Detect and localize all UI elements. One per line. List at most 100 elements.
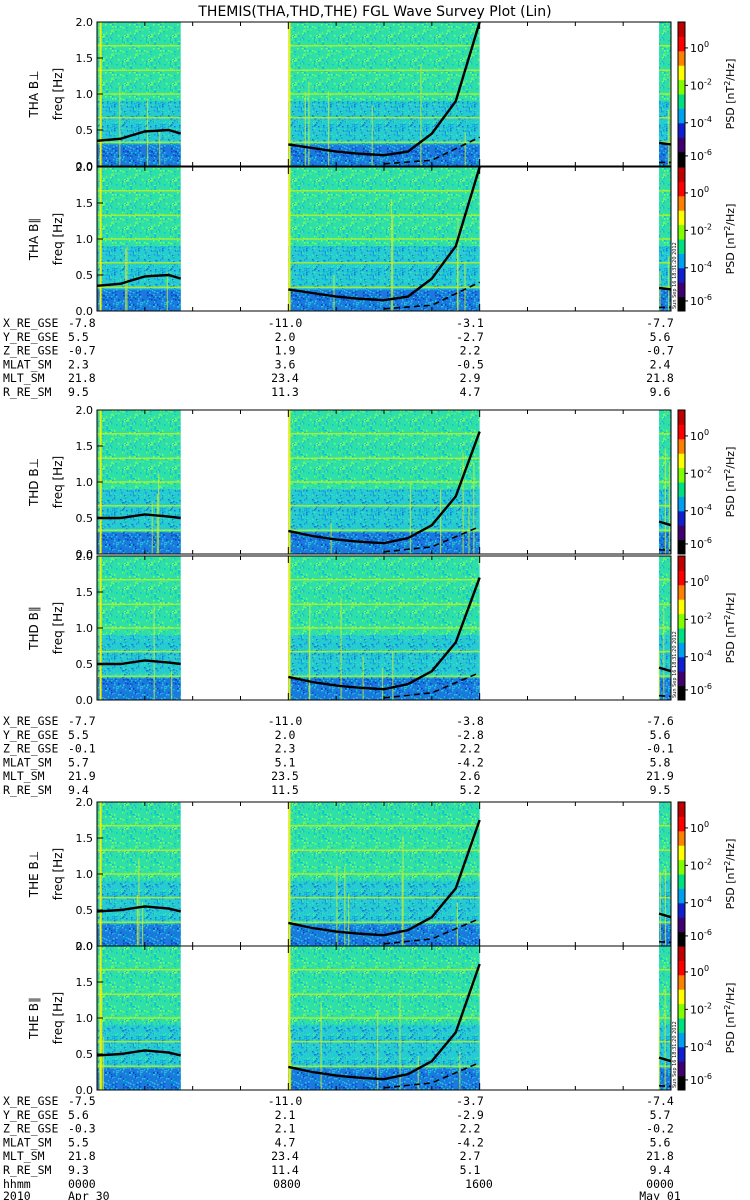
ephemeris-value: -11.0 <box>268 714 303 728</box>
colorbar-swatch <box>678 79 685 95</box>
ephemeris-value: -3.1 <box>456 316 484 330</box>
y-tick-label: 2.0 <box>76 404 94 417</box>
gyrofrequency-curve <box>658 520 672 527</box>
colorbar-tick-label: 10-6 <box>690 293 712 308</box>
panel-axes: 0.0 0.5 1.0 1.5 2.0 THD B∥ freq [Hz] <box>27 550 672 707</box>
colorbar-swatch <box>678 685 685 701</box>
y-tick-label: 1.0 <box>76 476 94 489</box>
spectrogram-mid-band <box>659 101 671 166</box>
y-tick-label: 0.5 <box>76 904 94 917</box>
panel-axes: 0.0 0.5 1.0 1.5 2.0 THD B⊥ freq [Hz] <box>27 404 672 561</box>
ephemeris-row-label: MLAT_SM <box>3 755 52 769</box>
colorbar-frame <box>677 945 686 1091</box>
colorbar-swatch <box>678 946 685 961</box>
ephemeris-value: -11.0 <box>268 316 303 330</box>
colorbar-swatch <box>678 1075 685 1091</box>
colorbar-swatch <box>678 108 685 124</box>
helium-gyrofrequency-curve <box>383 671 480 699</box>
colorbar-swatch <box>678 960 685 976</box>
panel-axes: 0.0 0.5 1.0 1.5 2.0 THE B∥ freq [Hz] <box>27 940 672 1097</box>
ephemeris-value: 5.5 <box>68 1135 89 1149</box>
colorbar-swatch <box>678 424 685 440</box>
y-tick-label: 1.0 <box>76 1012 94 1025</box>
ephemeris-row-label: X_RE_GSE <box>3 1094 58 1108</box>
y-tick-label: 0.0 <box>76 548 94 561</box>
panel-freq-label: freq [Hz] <box>51 992 65 1044</box>
helium-gyrofrequency-curve <box>658 940 672 944</box>
colorbar-tick-label: 100 <box>690 964 709 979</box>
y-tick-label: 1.5 <box>76 832 94 845</box>
helium-gyrofrequency-curve <box>383 281 481 310</box>
ephemeris-row-label: Z_RE_GSE <box>3 344 58 358</box>
helium-gyrofrequency-curve <box>383 1061 480 1089</box>
ephemeris-row-label: X_RE_GSE <box>3 714 58 728</box>
ephemeris-value: 5.7 <box>68 755 89 769</box>
colorbar-tick-label: 100 <box>690 428 709 443</box>
ephemeris-value: -7.7 <box>68 714 96 728</box>
spectrogram-panel <box>96 166 672 311</box>
spectrogram-low-band <box>97 1068 181 1090</box>
ephemeris-value: 5.2 <box>460 783 481 797</box>
colorbar-frame <box>677 555 686 701</box>
ephemeris-value: 23.5 <box>271 769 299 783</box>
y-tick-label: 1.0 <box>76 868 94 881</box>
colorbar-swatch <box>678 931 685 947</box>
colorbar-swatch <box>678 496 685 512</box>
y-tick-label: 1.5 <box>76 586 94 599</box>
chart-title: THEMIS(THA,THD,THE) FGL Wave Survey Plot… <box>197 4 551 20</box>
colorbar-swatch <box>678 438 685 454</box>
panel-probe-label: THA B∥ <box>27 218 41 262</box>
colorbar-tick-label: 10-2 <box>690 857 712 872</box>
y-tick-label: 2.0 <box>76 796 94 809</box>
ephemeris-value: -0.2 <box>646 1122 674 1136</box>
y-tick-label: 1.5 <box>76 440 94 453</box>
colorbar-swatch <box>678 65 685 81</box>
ephemeris-row-label: MLAT_SM <box>3 357 52 371</box>
colorbar: 100 10-2 10-4 10-6 PSD [nT2/Hz] Sun Sep 16 18… <box>672 166 737 312</box>
ephemeris-value: 2.1 <box>275 1108 296 1122</box>
ephemeris-value: 2.3 <box>68 357 89 371</box>
colorbar-tick-label: 10-6 <box>690 928 712 943</box>
ephemeris-value: 2.2 <box>460 344 481 358</box>
colorbar-swatch <box>678 859 685 875</box>
y-tick-label: 1.0 <box>76 233 94 246</box>
colorbar-swatch <box>678 974 685 990</box>
ephemeris-value: 2.2 <box>460 742 481 756</box>
ephemeris-value: -2.8 <box>456 728 484 742</box>
colorbar-tick-label: 10-2 <box>690 465 712 480</box>
colorbar-swatch <box>678 50 685 66</box>
ephemeris-value: -3.7 <box>456 1094 484 1108</box>
spectrogram-panel <box>96 556 672 700</box>
colorbar-tick-label: 10-2 <box>690 1001 712 1016</box>
ephemeris-table: X_RE_GSE -7.7 -11.0 -3.8 -7.6 Y_RE_GSE 5.5 2.0 -… <box>3 714 674 797</box>
gyrofrequency-curve <box>288 431 481 545</box>
colorbar-swatch <box>678 296 685 312</box>
ephemeris-value: 21.8 <box>68 1149 96 1163</box>
spectrogram-low-band <box>97 532 181 554</box>
helium-gyrofrequency-curve <box>658 1084 672 1088</box>
panel-probe-label: THE B∥ <box>27 997 41 1040</box>
colorbar-tick-label: 10-6 <box>690 682 712 697</box>
ephemeris-table: X_RE_GSE -7.5 -11.0 -3.7 -7.4 Y_RE_GSE 5.6 2.1 -… <box>3 1094 674 1177</box>
ephemeris-value: 21.8 <box>646 1149 674 1163</box>
ephemeris-value: -0.1 <box>68 742 96 756</box>
colorbar-swatch <box>678 888 685 904</box>
helium-gyrofrequency-curve <box>383 136 481 165</box>
ephemeris-value: 5.7 <box>650 1108 671 1122</box>
y-tick-label: 2.0 <box>76 16 94 29</box>
colorbar-swatch <box>678 151 685 167</box>
y-tick-label: 2.0 <box>76 550 94 563</box>
ephemeris-value: 21.8 <box>68 371 96 385</box>
gyrofrequency-curve <box>97 513 181 520</box>
ephemeris-row-label: Z_RE_GSE <box>3 742 58 756</box>
colorbar-swatch <box>678 1003 685 1019</box>
ephemeris-value: 9.4 <box>68 783 89 797</box>
colorbar-swatch <box>678 816 685 832</box>
panel-axes: 0.0 0.5 1.0 1.5 2.0 THA B∥ freq [Hz] <box>27 161 672 318</box>
spectrogram-low-band <box>659 144 671 166</box>
spectrogram-low-band <box>97 144 181 166</box>
ephemeris-value: 5.5 <box>68 728 89 742</box>
colorbar-tick-label: 10-2 <box>690 77 712 92</box>
ephemeris-value: 5.6 <box>650 1135 671 1149</box>
